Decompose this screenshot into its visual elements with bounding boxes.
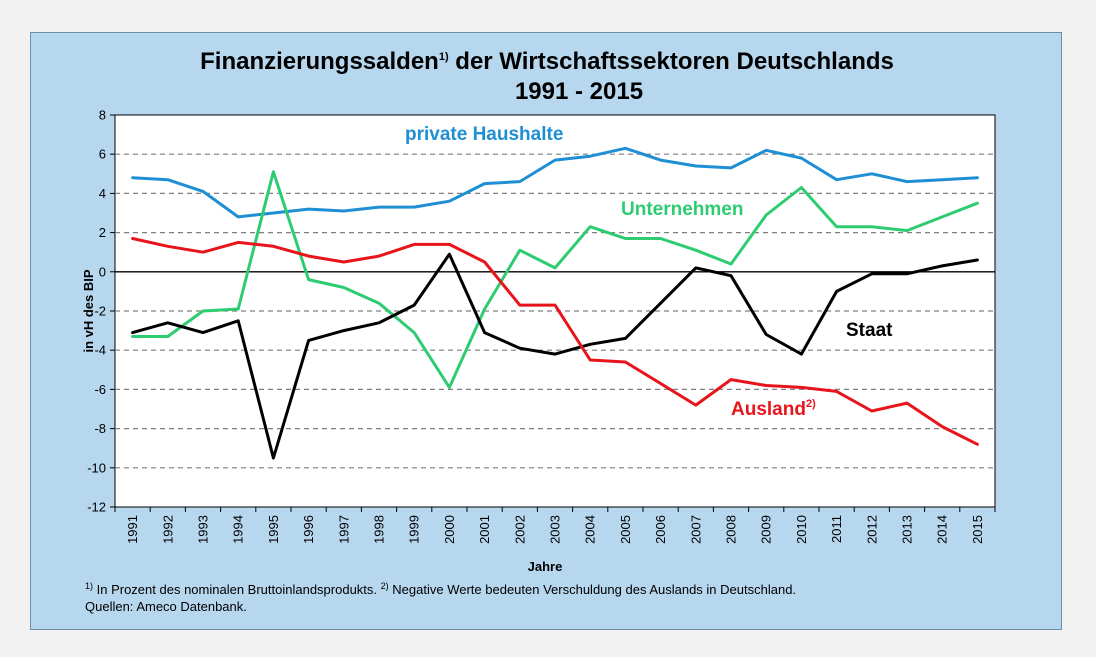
x-axis-label: Jahre [528, 559, 563, 574]
series-label-ausland: Ausland2) [731, 398, 816, 420]
xtick-label: 2001 [477, 515, 492, 544]
ytick-label: -10 [87, 460, 106, 475]
xtick-label: 2008 [724, 515, 739, 544]
xtick-label: 2012 [864, 515, 879, 544]
series-label-unternehmen: Unternehmen [621, 199, 743, 220]
xtick-label: 1996 [301, 515, 316, 544]
chart-subtitle: 1991 - 2015 [515, 78, 643, 105]
xtick-label: 1992 [160, 515, 175, 544]
xtick-label: 1993 [196, 515, 211, 544]
ytick-label: -2 [94, 304, 106, 319]
ytick-label: -4 [94, 343, 106, 358]
series-label-staat: Staat [846, 320, 893, 341]
xtick-label: 2003 [548, 515, 563, 544]
x-axis-ticks: 1991 1992 1993 1994 1995 1996 1997 1998 1999 2000… [114, 507, 996, 544]
xtick-label: 2013 [900, 515, 915, 544]
xtick-label: 2011 [829, 515, 844, 543]
ytick-label: 4 [99, 186, 106, 201]
ytick-label: -12 [87, 500, 106, 515]
series-line-unternehmen [131, 170, 979, 389]
xtick-label: 2004 [583, 515, 598, 544]
series-lines [131, 146, 979, 460]
footnote-sources: Quellen: Ameco Datenbank. [85, 599, 247, 614]
xtick-label: 2005 [618, 515, 633, 544]
xtick-label: 1999 [407, 515, 422, 544]
chart-svg: Finanzierungssalden1) der Wirtschaftssek… [81, 48, 996, 614]
series-line-ausland [131, 237, 979, 446]
xtick-label: 1994 [231, 515, 246, 544]
xtick-label: 2006 [653, 515, 668, 544]
y-axis-ticks: 8 6 4 2 0 -2 -4 -6 -8 -10 -12 [87, 108, 115, 515]
xtick-label: 1997 [336, 515, 351, 544]
series-line-private-haushalte [131, 146, 979, 219]
xtick-label: 2015 [970, 515, 985, 544]
grid-lines [115, 153, 995, 469]
y-axis-label: in vH des BIP [81, 269, 96, 352]
ytick-label: -8 [94, 421, 106, 436]
series-line-staat [131, 252, 979, 460]
ytick-label: 2 [99, 225, 106, 240]
chart-frame: Finanzierungssalden1) der Wirtschaftssek… [30, 32, 1062, 630]
chart-title: Finanzierungssalden1) der Wirtschaftssek… [200, 48, 894, 75]
ytick-label: 6 [99, 147, 106, 162]
ytick-label: -6 [94, 382, 106, 397]
xtick-label: 1998 [372, 515, 387, 544]
footnote-line-1: 1) In Prozent des nominalen Bruttoinland… [85, 581, 796, 597]
xtick-label: 2010 [794, 515, 809, 544]
xtick-label: 2014 [935, 515, 950, 544]
xtick-label: 2007 [688, 515, 703, 544]
ytick-label: 8 [99, 108, 106, 123]
xtick-label: 1991 [125, 515, 140, 544]
xtick-label: 1995 [266, 515, 281, 544]
xtick-label: 2002 [512, 515, 527, 544]
xtick-label: 2000 [442, 515, 457, 544]
xtick-label: 2009 [759, 515, 774, 544]
ytick-label: 0 [99, 264, 106, 279]
series-label-private-haushalte: private Haushalte [405, 124, 563, 145]
